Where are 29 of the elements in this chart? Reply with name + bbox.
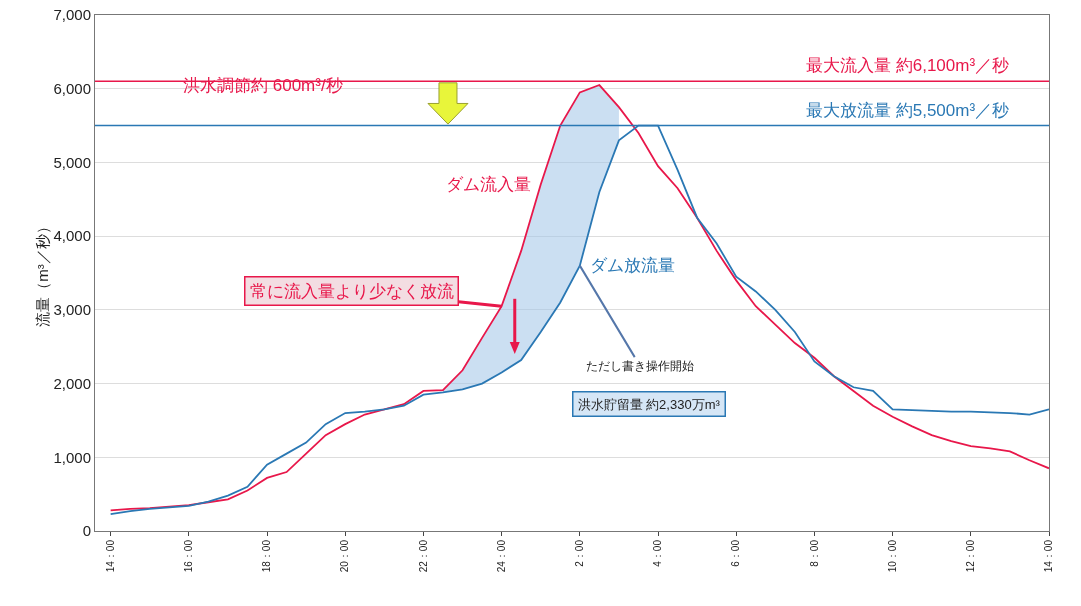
x-tick-label: 16：00 (183, 539, 195, 573)
x-tick-label: 10：00 (886, 539, 898, 573)
x-tick-label: 4：00 (652, 539, 664, 567)
y-tick-label: 5,000 (53, 153, 91, 171)
annotation: 洪水貯留量 約2,330万m³ (577, 396, 721, 412)
x-tick-label: 24：00 (495, 539, 507, 573)
annotation: ただし書き操作開始 (586, 359, 694, 373)
ref-line-label: 最大放流量 約5,500m³／秒 (806, 101, 1010, 120)
y-tick-label: 2,000 (53, 374, 91, 392)
x-tick-label: 14：00 (104, 539, 116, 573)
y-axis-title: 流量（m³／秒） (34, 219, 52, 327)
x-tick-label: 12：00 (965, 539, 977, 573)
y-tick-label: 4,000 (53, 227, 91, 245)
y-tick-label: 6,000 (53, 79, 91, 97)
x-tick-label: 2：00 (574, 539, 586, 567)
y-tick-label: 1,000 (53, 448, 91, 466)
x-tick-label: 20：00 (339, 539, 351, 573)
x-tick-label: 8：00 (808, 539, 820, 567)
series-label: ダム流入量 (446, 175, 531, 194)
y-tick-label: 0 (82, 522, 91, 540)
annotation: 常に流入量より少なく放流 (249, 281, 454, 301)
x-tick-label: 22：00 (417, 539, 429, 573)
x-tick-label: 18：00 (261, 539, 273, 573)
series-label: ダム放流量 (590, 256, 675, 275)
x-tick-label: 6：00 (730, 539, 742, 567)
y-tick-label: 7,000 (53, 6, 91, 24)
y-tick-label: 3,000 (53, 301, 91, 319)
ref-line-label: 最大流入量 約6,100m³／秒 (806, 56, 1010, 75)
x-tick-label: 14：00 (1043, 539, 1055, 573)
